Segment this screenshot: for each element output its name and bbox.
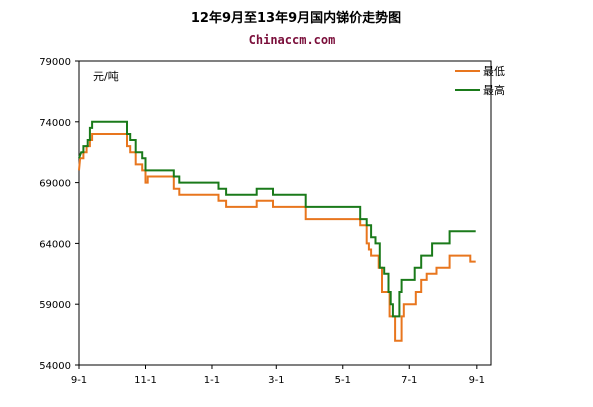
series-line-max [78, 120, 476, 318]
x-tick-label: 9-1 [71, 375, 87, 386]
x-tick-label: 5-1 [335, 375, 351, 386]
y-tick-label: 64000 [39, 239, 71, 250]
x-tick-label: 1-1 [204, 375, 220, 386]
legend: 最低 最高 [455, 65, 505, 97]
x-tick-label: 9-1 [469, 375, 485, 386]
x-tick-label: 7-1 [401, 375, 417, 386]
chart-subtitle: Chinaccm.com [249, 33, 336, 47]
y-axis: 54000 59000 64000 69000 74000 79000 [39, 57, 79, 372]
y-axis-unit-label: 元/吨 [93, 70, 119, 83]
y-tick-label: 54000 [39, 361, 71, 372]
chart-title: 12年9月至13年9月国内锑价走势图 [191, 10, 401, 26]
y-tick-label: 79000 [39, 57, 71, 68]
legend-label-min: 最低 [483, 65, 505, 78]
legend-label-max: 最高 [483, 83, 505, 97]
x-tick-label: 11-1 [134, 375, 157, 386]
y-tick-label: 59000 [39, 300, 71, 311]
series-layer [78, 120, 476, 342]
x-tick-label: 3-1 [268, 375, 284, 386]
x-axis: 9-1 11-1 1-1 3-1 5-1 7-1 9-1 [71, 365, 485, 386]
y-tick-label: 69000 [39, 179, 71, 190]
plot-area [78, 60, 492, 366]
y-tick-label: 74000 [39, 118, 71, 129]
